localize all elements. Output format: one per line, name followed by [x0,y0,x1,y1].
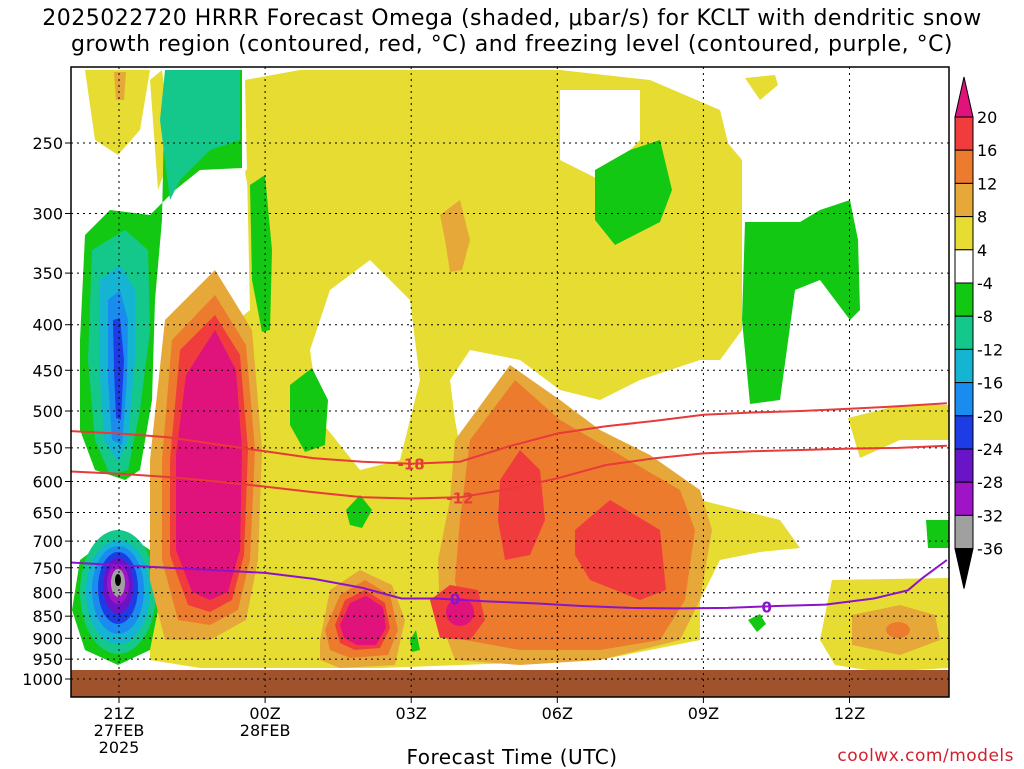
chart-title: 2025022720 HRRR Forecast Omega (shaded, … [42,6,982,57]
plot-frame [70,66,950,698]
omega-16-20-region [575,500,666,600]
colorbar: 20 16 12 8 4 -4 -8 -12 -16 -20 -24 -28 -32 -36 [954,76,1003,589]
x-tick-label: 03Z [396,704,427,723]
colorbar-swatch [954,348,974,384]
y-tick-label: 300 [32,204,63,223]
y-tick-label: 700 [32,532,63,551]
x-tick-label: 21Z [103,704,134,723]
x-tick-label: 09Z [688,704,719,723]
omega-neg4-8-region [748,614,766,632]
colorbar-label: 4 [977,241,987,260]
colorbar-label: 8 [977,208,987,227]
omega-above-20-core [446,598,474,626]
colorbar-label: 16 [977,141,997,160]
omega-neg4-8-region [410,630,420,652]
colorbar-label: -20 [977,407,1003,426]
colorbar-top-triangle [954,76,974,118]
contour-line [71,559,948,610]
omega-16-20-region [498,450,545,560]
temperature-contours: -18 -12 0 0 [71,402,948,616]
colorbar-label: -8 [977,307,993,326]
contour-line [71,444,947,500]
colorbar-swatch [954,448,974,483]
colorbar-label: -28 [977,473,1003,492]
contour-label: 0 [450,590,460,608]
y-tick-label: 900 [32,629,63,648]
x-tick-label: 00Z [249,704,280,723]
y-tick-label: 250 [32,134,63,153]
colorbar-swatch [954,116,974,151]
contour-label: -12 [446,489,473,507]
colorbar-swatch [954,315,974,350]
y-tick-label: 600 [32,472,63,491]
omega-4-8-region [245,80,420,270]
colorbar-bottom-triangle [954,548,974,589]
y-tick-label: 950 [32,650,63,669]
y-tick-label: 850 [32,607,63,626]
x-tick-label: 27FEB [94,721,145,740]
x-tick-label: 06Z [542,704,573,723]
y-tick-label: 750 [32,559,63,578]
colorbar-swatch [954,382,974,417]
colorbar-label: -32 [977,506,1003,525]
omega-neg8-12-region [160,70,240,200]
colorbar-label: -4 [977,274,993,293]
omega-neg4-8-region [742,200,860,404]
omega-above-20-core [340,596,386,645]
colorbar-label: -12 [977,340,1003,359]
colorbar-swatch [954,182,974,218]
omega-neg4-8-region [250,175,272,332]
x-tick-label: 28FEB [240,721,291,740]
y-tick-label: 350 [32,264,63,283]
colorbar-label: -24 [977,440,1003,459]
omega-near-zero-region [310,260,420,470]
y-tick-label: 800 [32,584,63,603]
y-axis: 250 300 350 400 450 500 550 600 650 700 750 800 850 9… [22,134,71,689]
omega-8-12-region [440,200,470,272]
grid [71,67,949,697]
x-tick-label: 2025 [99,738,140,757]
colorbar-label: 20 [977,108,997,127]
omega-12-16-region [886,622,910,638]
omega-neg4-8-region [595,140,672,245]
colorbar-swatch [954,415,974,450]
x-axis-title: Forecast Time (UTC) [406,745,618,769]
omega-above-20-core [176,330,242,600]
colorbar-swatch [954,282,974,317]
colorbar-label: -16 [977,374,1003,393]
omega-4-8-region [85,70,150,155]
contour-label: 0 [761,598,771,616]
omega-neg4-8-region [926,520,949,548]
y-tick-label: 400 [32,316,63,335]
y-tick-label: 500 [32,402,63,421]
x-tick-label: 12Z [834,704,865,723]
omega-8-12-region [114,72,126,100]
ground-below-surface [71,670,949,697]
contour-line [71,402,947,465]
colorbar-swatch [954,481,974,516]
colorbar-swatch [954,249,974,284]
colorbar-label: 12 [977,174,997,193]
y-tick-label: 550 [32,439,63,458]
credit-text: coolwx.com/models [837,746,1014,766]
y-tick-label: 1000 [22,670,63,689]
omega-4-8-region [848,405,949,458]
omega-4-8-region [745,75,778,100]
omega-neg4-8-region [346,495,372,528]
y-tick-label: 650 [32,503,63,522]
colorbar-swatch [954,514,974,550]
contour-label: -18 [398,456,425,474]
colorbar-swatch [954,216,974,251]
colorbar-label: -36 [977,540,1003,559]
y-tick-label: 450 [32,361,63,380]
omega-neg4-8-region [290,368,328,452]
omega-below-neg36-core [115,574,121,586]
colorbar-swatch [954,149,974,184]
